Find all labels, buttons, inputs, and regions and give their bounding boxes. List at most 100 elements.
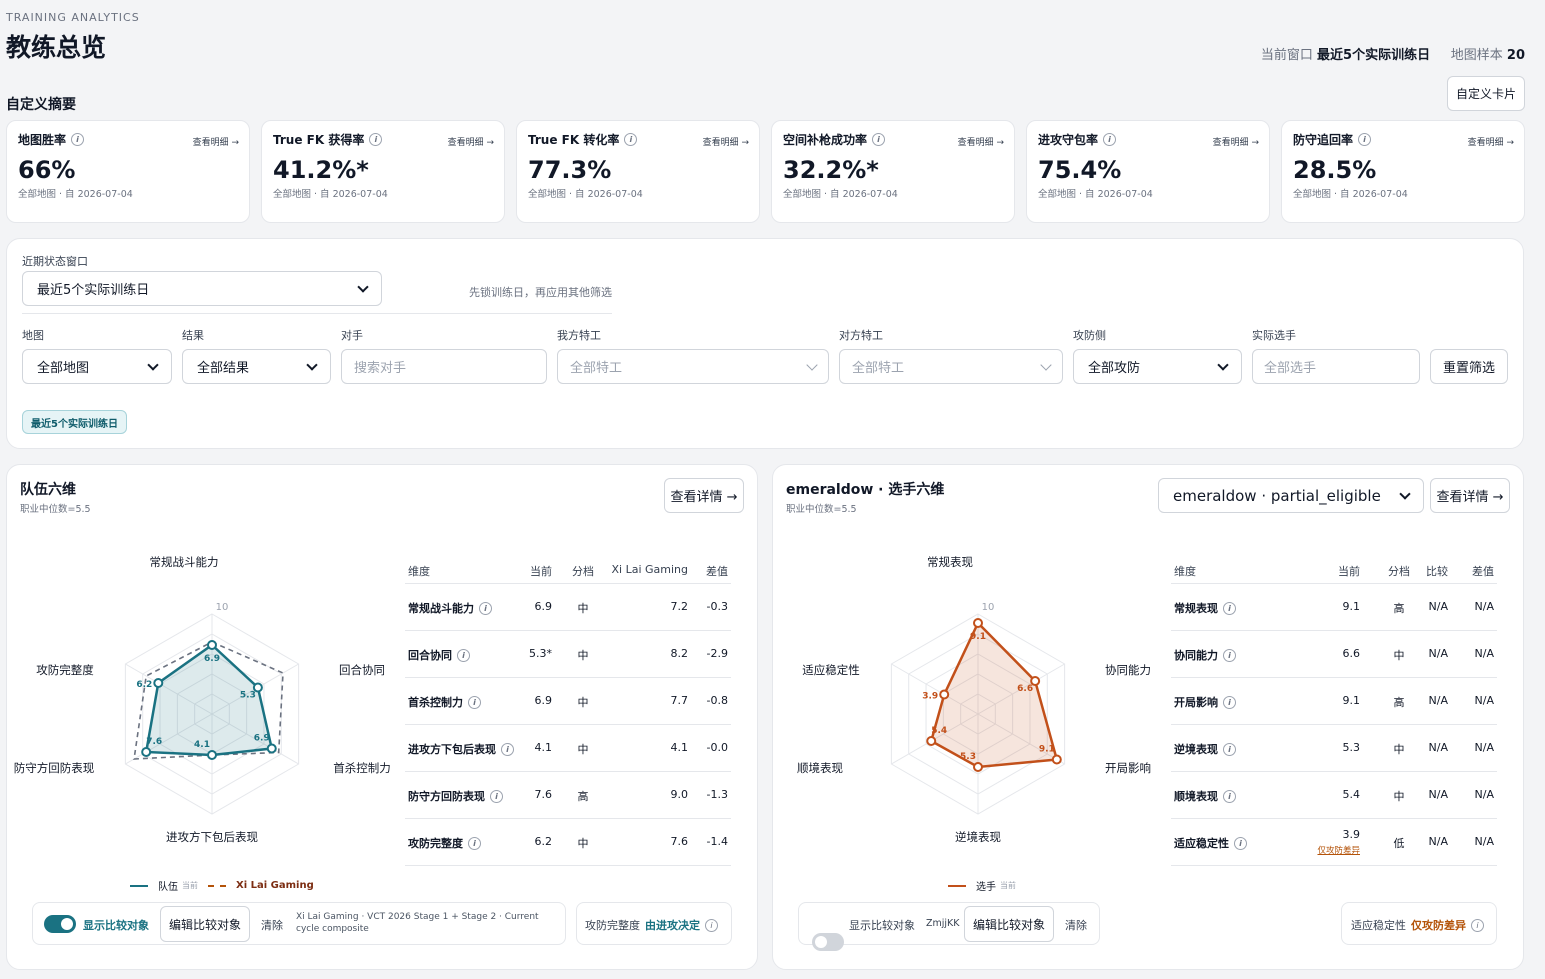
custom-cards-button[interactable]: 自定义卡片 — [1447, 76, 1525, 111]
team-edit-compare-button[interactable]: 编辑比较对象 — [160, 906, 250, 942]
opponent-placeholder: 搜索对手 — [354, 361, 407, 376]
info-icon[interactable]: i — [705, 918, 718, 932]
divider — [405, 677, 731, 678]
info-icon[interactable]: i — [1471, 918, 1484, 932]
info-icon[interactable]: i — [1223, 695, 1236, 709]
info-icon[interactable]: i — [1234, 836, 1247, 850]
row-diff: -0.0 — [706, 741, 728, 754]
map-select[interactable]: 全部地图 — [22, 349, 172, 384]
kpi-details-link[interactable]: 查看明细 → — [702, 138, 749, 148]
radar-axis-label: 常规战斗能力 — [150, 555, 219, 569]
player-compare-toggle[interactable] — [812, 933, 844, 951]
row-dimension-label: 常规表现 — [1174, 602, 1218, 615]
row-tier: 中 — [577, 743, 589, 756]
row-tier: 中 — [577, 837, 589, 850]
player-insight-text: 适应稳定性 仅攻防差异 i — [1351, 917, 1484, 933]
radar-point — [1030, 676, 1041, 686]
kpi-details-link[interactable]: 查看明细 → — [192, 138, 239, 148]
player-radar-panel — [772, 464, 1524, 970]
kpi-details-link[interactable]: 查看明细 → — [447, 138, 494, 148]
table-header: 差值 — [1472, 565, 1494, 578]
window-hint: 先锁训练日，再应用其他筛选 — [469, 286, 612, 299]
info-icon[interactable]: i — [624, 133, 638, 146]
kpi-card: 地图胜率 i 查看明细 → 66% 全部地图 · 自 2026-07-04 — [6, 120, 250, 223]
toggle-knob — [61, 918, 73, 930]
row-dimension-label: 防守方回防表现 — [408, 790, 485, 803]
team-compare-toggle[interactable] — [44, 915, 76, 933]
chevron-down-icon — [147, 358, 159, 371]
table-header: 比较 — [1426, 565, 1448, 578]
kpi-card: 进攻守包率 i 查看明细 → 75.4% 全部地图 · 自 2026-07-04 — [1026, 120, 1270, 223]
row-dimension: 开局影响 i — [1174, 694, 1236, 710]
window-select[interactable]: 最近5个实际训练日 — [22, 271, 382, 306]
info-icon[interactable]: i — [1223, 742, 1236, 756]
kpi-label: True FK 转化率 i — [528, 131, 748, 148]
player-edit-compare-button[interactable]: 编辑比较对象 — [964, 906, 1054, 942]
row-note[interactable]: 仅攻防差异 — [1317, 846, 1360, 856]
active-filter-chip[interactable]: 最近5个实际训练日 — [22, 410, 127, 434]
row-diff: -0.3 — [706, 600, 728, 613]
legend-current-label: 队伍 — [158, 882, 178, 893]
row-cmp: 7.7 — [670, 694, 689, 707]
row-cmp: N/A — [1428, 788, 1448, 801]
radar-value-label: 5.3 — [240, 691, 256, 701]
opponent-search-input[interactable]: 搜索对手 — [341, 349, 547, 384]
radar-point — [207, 750, 217, 760]
side-select[interactable]: 全部攻防 — [1073, 349, 1242, 384]
kpi-value: 75.4% — [1038, 156, 1122, 184]
row-cur: 4.1 — [534, 741, 553, 754]
row-cmp: 4.1 — [670, 741, 689, 754]
kpi-value: 32.2%* — [783, 156, 879, 184]
player-search-input[interactable]: 全部选手 — [1252, 349, 1420, 384]
team-details-button[interactable]: 查看详情 → — [664, 478, 744, 513]
result-select[interactable]: 全部结果 — [182, 349, 331, 384]
info-icon[interactable]: i — [490, 789, 503, 803]
info-icon[interactable]: i — [501, 742, 514, 756]
row-cmp: N/A — [1428, 647, 1448, 660]
info-icon[interactable]: i — [1223, 601, 1236, 615]
radar-point — [939, 689, 950, 700]
info-icon[interactable]: i — [369, 133, 383, 146]
info-icon[interactable]: i — [1103, 133, 1117, 146]
kpi-details-link[interactable]: 查看明细 → — [957, 138, 1004, 148]
row-tier: 高 — [577, 790, 589, 803]
row-diff: -0.8 — [706, 694, 728, 707]
row-tier: 中 — [577, 649, 589, 662]
kpi-details-link[interactable]: 查看明细 → — [1467, 138, 1514, 148]
info-icon[interactable]: i — [872, 133, 886, 146]
row-cmp: N/A — [1428, 694, 1448, 707]
row-cur: 6.9 — [534, 694, 553, 707]
info-icon[interactable]: i — [71, 133, 85, 146]
player-details-button[interactable]: 查看详情 → — [1430, 478, 1510, 513]
our-agent-select[interactable]: 全部特工 — [557, 349, 829, 384]
info-icon[interactable]: i — [468, 836, 481, 850]
reset-filters-button[interactable]: 重置筛选 — [1430, 349, 1508, 384]
info-icon[interactable]: i — [1223, 789, 1236, 803]
player-insight-value: 仅攻防差异 — [1411, 919, 1466, 932]
info-icon[interactable]: i — [457, 648, 470, 662]
table-header: 当前 — [1338, 565, 1360, 578]
kpi-details-link[interactable]: 查看明细 → — [1212, 138, 1259, 148]
result-select-value: 全部结果 — [197, 361, 250, 376]
opp-agent-select[interactable]: 全部特工 — [839, 349, 1063, 384]
row-dimension: 首杀控制力 i — [408, 694, 481, 710]
radar-axis-line — [891, 663, 979, 715]
player-select[interactable]: emeraldow · partial_eligible — [1158, 478, 1424, 513]
radar-point — [207, 640, 217, 650]
info-icon[interactable]: i — [479, 601, 492, 615]
row-cur: 3.9 — [1342, 828, 1361, 841]
info-icon[interactable]: i — [1223, 648, 1236, 662]
team-legend: 队伍 当前 Xi Lai Gaming — [130, 878, 314, 893]
kpi-subtext: 全部地图 · 自 2026-07-04 — [783, 189, 898, 200]
row-dimension-label: 回合协同 — [408, 649, 452, 662]
kpi-label: True FK 获得率 i — [273, 131, 493, 148]
divider — [405, 818, 731, 819]
row-tier: 中 — [577, 602, 589, 615]
info-icon[interactable]: i — [1358, 133, 1372, 146]
kpi-value: 66% — [18, 156, 76, 184]
info-icon[interactable]: i — [468, 695, 481, 709]
radar-value-label: 6.9 — [204, 654, 220, 664]
team-clear-button[interactable]: 清除 — [261, 919, 283, 932]
player-clear-button[interactable]: 清除 — [1065, 919, 1087, 932]
